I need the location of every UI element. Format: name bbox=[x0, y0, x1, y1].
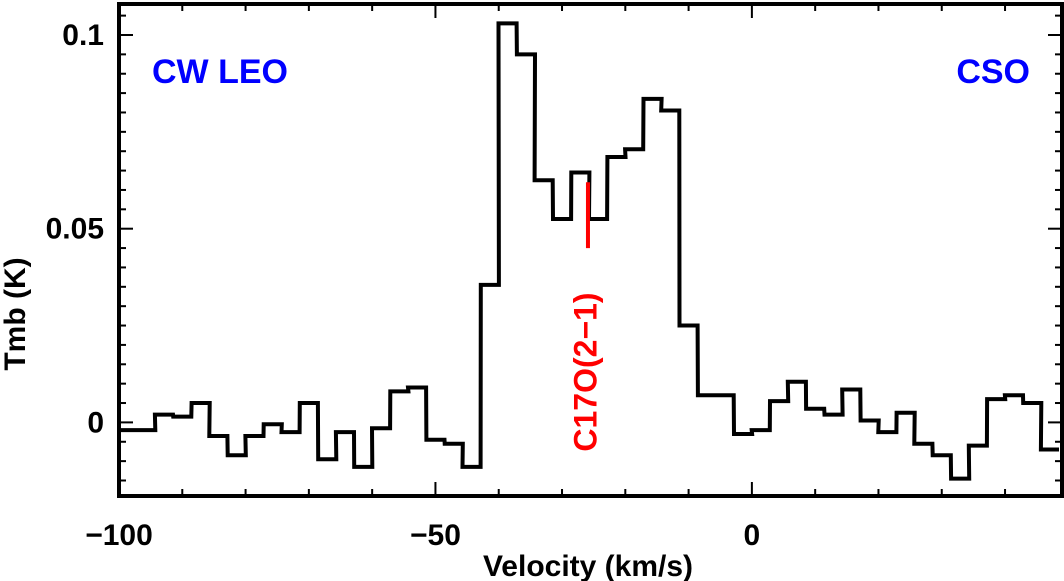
c17o-line-label: C17O(2−1) bbox=[567, 292, 603, 451]
source-label: CW LEO bbox=[152, 53, 288, 91]
telescope-label: CSO bbox=[956, 53, 1030, 91]
x-tick-label: −50 bbox=[410, 519, 461, 552]
x-axis-label: Velocity (km/s) bbox=[483, 550, 693, 581]
y-tick-label: 0.05 bbox=[46, 213, 104, 246]
y-tick-label: 0.1 bbox=[62, 19, 104, 52]
axis-tick-labels: −100 −50 0 0 0.05 0.1 bbox=[46, 19, 761, 552]
y-tick-label: 0 bbox=[87, 406, 104, 439]
y-axis-label: Tmb (K) bbox=[0, 257, 32, 370]
axis-ticks bbox=[118, 4, 1062, 496]
x-tick-label: 0 bbox=[744, 519, 761, 552]
x-tick-label: −100 bbox=[85, 519, 153, 552]
plot-frame bbox=[117, 2, 1064, 498]
